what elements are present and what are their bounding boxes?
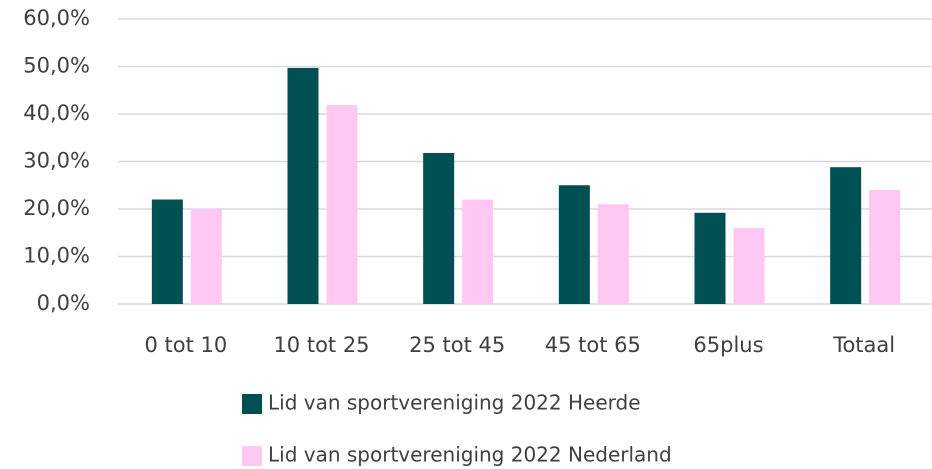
bar <box>869 190 901 304</box>
x-tick-label: Totaal <box>832 333 895 357</box>
bar <box>326 104 358 304</box>
y-tick-label: 50,0% <box>23 54 90 78</box>
bar <box>694 212 726 304</box>
x-tick-label: 25 tot 45 <box>409 333 505 357</box>
y-tick-label: 10,0% <box>23 244 90 268</box>
bar <box>151 199 183 304</box>
x-tick-label: 65plus <box>693 333 763 357</box>
legend-swatch <box>242 446 262 466</box>
legend-label: Lid van sportvereniging 2022 Heerde <box>268 391 641 415</box>
bar <box>830 167 862 304</box>
y-tick-label: 30,0% <box>23 149 90 173</box>
legend-swatch <box>242 394 262 414</box>
y-tick-label: 60,0% <box>23 6 90 30</box>
bar <box>733 228 765 304</box>
x-tick-label: 10 tot 25 <box>273 333 369 357</box>
x-tick-label: 0 tot 10 <box>144 333 227 357</box>
bar <box>423 152 455 304</box>
y-tick-label: 20,0% <box>23 196 90 220</box>
bar <box>597 204 629 304</box>
legend-label: Lid van sportvereniging 2022 Nederland <box>268 443 672 467</box>
bar <box>462 199 494 304</box>
y-tick-label: 0,0% <box>37 291 90 315</box>
bar <box>190 209 222 304</box>
x-tick-label: 45 tot 65 <box>545 333 641 357</box>
bar <box>558 185 590 304</box>
bar <box>287 67 319 304</box>
y-tick-label: 40,0% <box>23 101 90 125</box>
